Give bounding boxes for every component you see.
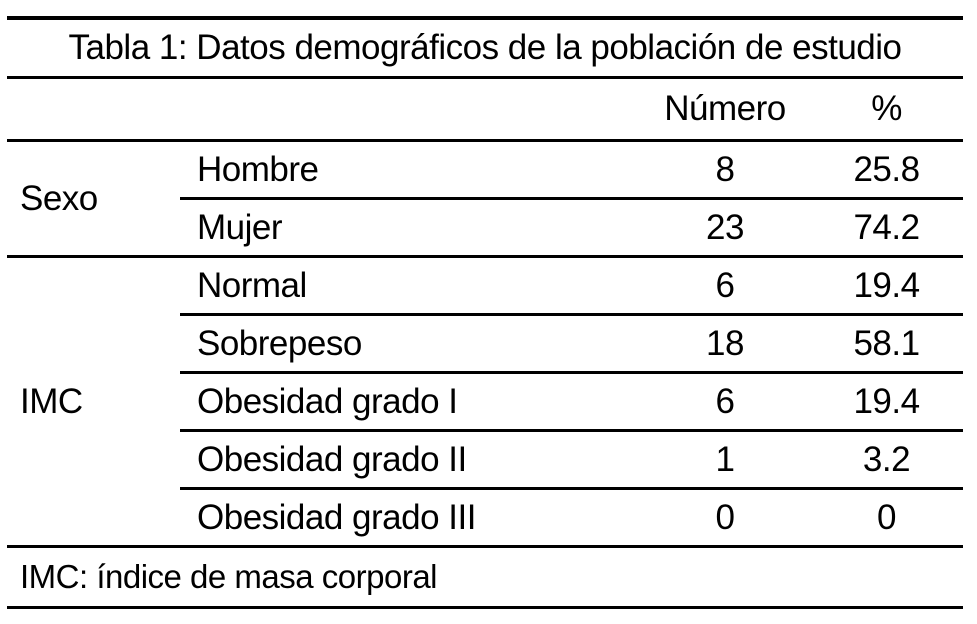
demographics-table: Tabla 1: Datos demográficos de la poblac… — [7, 16, 963, 609]
cell-percent: 0 — [810, 488, 963, 548]
table-row-hombre: Sexo Hombre 8 25.8 — [7, 140, 963, 258]
row-label: Obesidad grado II — [180, 430, 640, 490]
cell-percent: 25.8 — [810, 140, 963, 200]
cell-numero: 23 — [640, 198, 810, 258]
table-row-obesidad-ii: Obesidad grado II 1 3.2 — [7, 430, 963, 490]
cell-percent: 19.4 — [810, 256, 963, 316]
table-header-row: Número % — [7, 77, 963, 142]
table-row-obesidad-i: Obesidad grado I 6 19.4 — [7, 372, 963, 432]
cell-numero: 8 — [640, 140, 810, 200]
row-label: Obesidad grado I — [180, 372, 640, 432]
table-row-normal: IMC Normal 6 19.4 — [7, 256, 963, 548]
section-label-imc: IMC — [7, 256, 180, 548]
section-label-sexo: Sexo — [7, 140, 180, 258]
cell-percent: 74.2 — [810, 198, 963, 258]
cell-percent: 19.4 — [810, 372, 963, 432]
row-label: Sobrepeso — [180, 314, 640, 374]
cell-numero: 6 — [640, 256, 810, 316]
row-label: Normal — [180, 256, 640, 316]
col-header-numero: Número — [640, 77, 810, 142]
cell-numero: 6 — [640, 372, 810, 432]
cell-numero: 0 — [640, 488, 810, 548]
table-row-obesidad-iii: Obesidad grado III 0 0 — [7, 488, 963, 548]
cell-percent: 58.1 — [810, 314, 963, 374]
table-title: Tabla 1: Datos demográficos de la poblac… — [7, 18, 963, 79]
cell-percent: 3.2 — [810, 430, 963, 490]
col-header-percent: % — [810, 77, 963, 142]
table-footnote: IMC: índice de masa corporal — [7, 546, 963, 609]
header-spacer-subcategory — [180, 77, 640, 142]
table-row-sobrepeso: Sobrepeso 18 58.1 — [7, 314, 963, 374]
table-title-row: Tabla 1: Datos demográficos de la poblac… — [7, 18, 963, 79]
cell-numero: 1 — [640, 430, 810, 490]
row-label: Mujer — [180, 198, 640, 258]
cell-numero: 18 — [640, 314, 810, 374]
table-row-mujer: Mujer 23 74.2 — [7, 198, 963, 258]
row-label: Obesidad grado III — [180, 488, 640, 548]
demographics-table-wrapper: Tabla 1: Datos demográficos de la poblac… — [7, 16, 963, 609]
table-footnote-row: IMC: índice de masa corporal — [7, 546, 963, 609]
header-spacer-category — [7, 77, 180, 142]
row-label: Hombre — [180, 140, 640, 200]
